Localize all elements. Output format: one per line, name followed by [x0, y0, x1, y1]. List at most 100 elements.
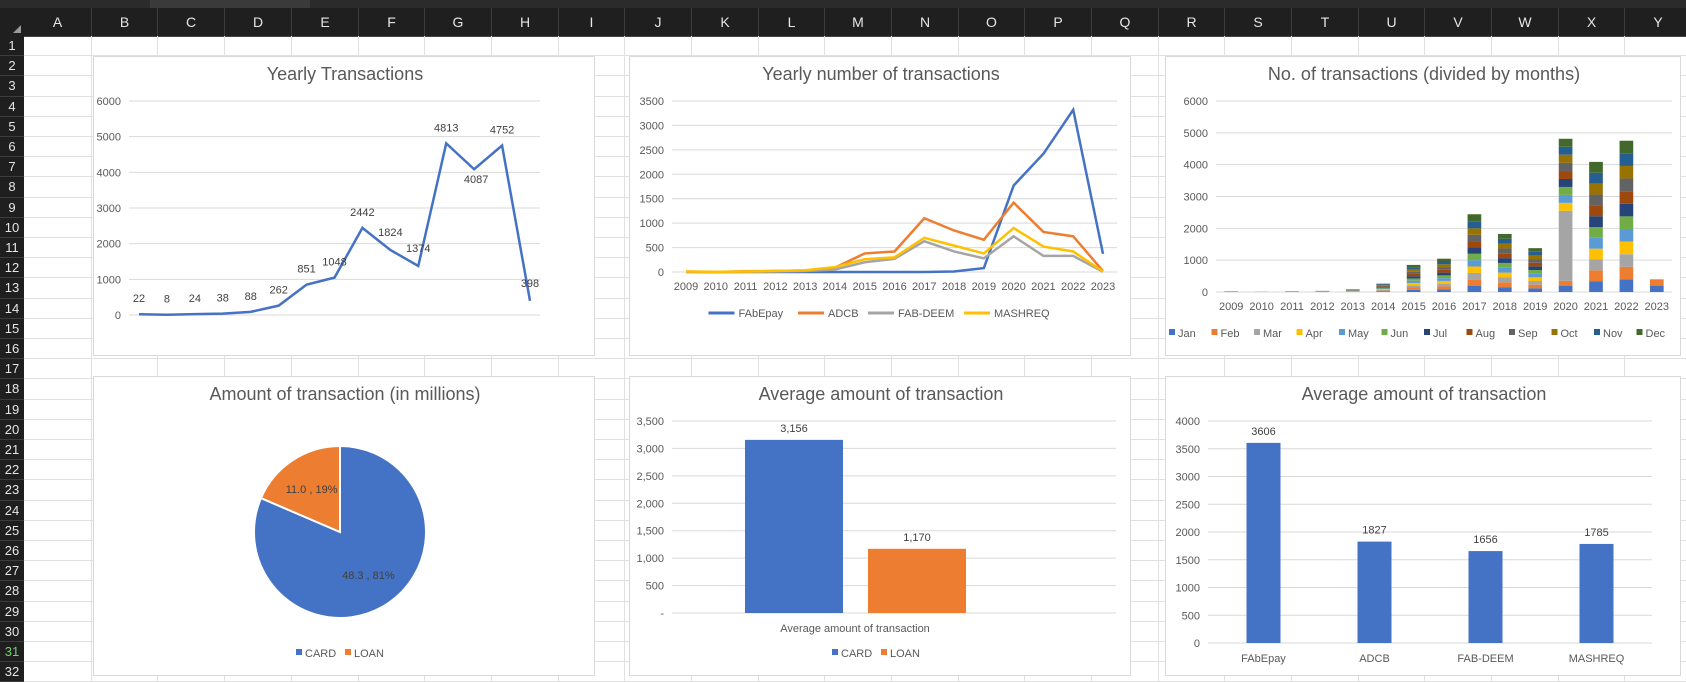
x-tick-label: 2019 [1523, 301, 1547, 313]
column-header-s[interactable]: S [1225, 8, 1292, 36]
chart-yearly-transactions[interactable]: Yearly Transactions 0 1000 2000 3000 4000 5000… [93, 56, 595, 356]
bar-segment-mar-2015 [1406, 285, 1421, 288]
bar-segment-may-2022 [1619, 228, 1634, 242]
x-tick-label: 2014 [823, 281, 847, 293]
row-header-13[interactable]: 13 [0, 278, 24, 299]
row-header-5[interactable]: 5 [0, 117, 24, 137]
bar-segment-jul-2021 [1589, 216, 1603, 228]
column-header-r[interactable]: R [1159, 8, 1225, 36]
series-line-yearly-transactions [138, 140, 532, 316]
row-header-10[interactable]: 10 [0, 218, 24, 238]
legend-swatch-aug [1466, 329, 1473, 335]
bar-segment-apr-2022 [1619, 241, 1634, 255]
chart-title: Yearly Transactions [267, 64, 423, 84]
chart-yearly-number-of-transactions[interactable]: Yearly number of transactions 0 500 1000 150… [629, 56, 1131, 356]
column-header-bar [0, 8, 1686, 37]
formula-bar-area [150, 0, 310, 8]
column-header-q[interactable]: Q [1092, 8, 1159, 36]
bar-segment-jan-2022 [1619, 279, 1634, 292]
y-tick-label: 5000 [97, 132, 121, 144]
row-header-8[interactable]: 8 [0, 177, 24, 198]
column-header-x[interactable]: X [1559, 8, 1625, 36]
x-tick-label: 2022 [1614, 301, 1638, 313]
column-header-a[interactable]: A [24, 8, 92, 36]
row-header-6[interactable]: 6 [0, 137, 24, 158]
column-header-b[interactable]: B [92, 8, 158, 36]
row-header-26[interactable]: 26 [0, 541, 24, 562]
legend-swatch-nov [1594, 329, 1600, 335]
column-header-p[interactable]: P [1025, 8, 1092, 36]
column-header-m[interactable]: M [825, 8, 892, 36]
row-header-24[interactable]: 24 [0, 501, 24, 521]
row-header-18[interactable]: 18 [0, 379, 24, 400]
data-label: 1656 [1473, 534, 1497, 546]
row-header-1[interactable]: 1 [0, 36, 24, 57]
row-header-9[interactable]: 9 [0, 198, 24, 218]
row-header-14[interactable]: 14 [0, 299, 24, 319]
column-header-v[interactable]: V [1425, 8, 1492, 36]
row-header-31[interactable]: 31 [0, 642, 24, 663]
column-header-n[interactable]: N [892, 8, 959, 36]
column-header-j[interactable]: J [625, 8, 692, 36]
column-header-t[interactable]: T [1292, 8, 1359, 36]
row-header-21[interactable]: 21 [0, 440, 24, 461]
column-header-o[interactable]: O [959, 8, 1025, 36]
row-header-29[interactable]: 29 [0, 602, 24, 622]
chart-average-amount-by-bank[interactable]: Average amount of transaction 0 500 1000 150… [1165, 376, 1681, 676]
row-header-12[interactable]: 12 [0, 258, 24, 279]
column-header-d[interactable]: D [225, 8, 292, 36]
chart-title: Yearly number of transactions [762, 64, 999, 84]
row-header-16[interactable]: 16 [0, 339, 24, 360]
column-header-l[interactable]: L [759, 8, 825, 36]
bar-segment-jan-2015 [1406, 289, 1421, 292]
row-header-23[interactable]: 23 [0, 480, 24, 501]
select-all-corner[interactable] [0, 8, 24, 36]
row-header-11[interactable]: 11 [0, 238, 24, 259]
chart-transactions-by-months[interactable]: No. of transactions (divided by months) 0… [1165, 56, 1681, 356]
chart-average-amount-card-loan[interactable]: Average amount of transaction - 500 1,000 1,… [629, 376, 1131, 676]
row-header-32[interactable]: 32 [0, 662, 24, 682]
row-header-25[interactable]: 25 [0, 521, 24, 541]
x-tick-label: 2017 [1462, 301, 1486, 313]
chart-amount-of-transaction[interactable]: Amount of transaction (in millions) 48.3 … [93, 376, 595, 676]
column-header-c[interactable]: C [158, 8, 225, 36]
column-header-h[interactable]: H [492, 8, 559, 36]
row-header-20[interactable]: 20 [0, 420, 24, 440]
x-tick-label: 2021 [1031, 281, 1055, 293]
bar-segment-jan-2018 [1497, 287, 1512, 292]
y-tick-label: 3000 [640, 120, 664, 132]
row-header-30[interactable]: 30 [0, 622, 24, 642]
bar-segment-dec-2015 [1406, 264, 1421, 268]
row-header-3[interactable]: 3 [0, 76, 24, 97]
legend-swatch-mar [1254, 329, 1260, 335]
row-header-28[interactable]: 28 [0, 581, 24, 602]
row-header-17[interactable]: 17 [0, 359, 24, 380]
column-header-g[interactable]: G [425, 8, 492, 36]
column-header-i[interactable]: I [559, 8, 625, 36]
gridline-horizontal [24, 55, 1686, 57]
row-header-27[interactable]: 27 [0, 561, 24, 582]
row-header-7[interactable]: 7 [0, 157, 24, 178]
bar-segment-sep-2020 [1558, 162, 1573, 172]
legend-label-apr: Apr [1306, 328, 1323, 340]
x-tick-label: 2020 [1553, 301, 1577, 313]
column-header-e[interactable]: E [292, 8, 359, 36]
row-header-15[interactable]: 15 [0, 319, 24, 339]
bar-segment-nov-2021 [1589, 172, 1603, 184]
row-header-19[interactable]: 19 [0, 400, 24, 420]
column-header-u[interactable]: U [1359, 8, 1425, 36]
bar-segment-jun-2020 [1558, 186, 1573, 195]
row-header-4[interactable]: 4 [0, 97, 24, 117]
row-header-2[interactable]: 2 [0, 56, 24, 77]
bar-segment-sep-2021 [1589, 194, 1603, 206]
column-header-k[interactable]: K [692, 8, 759, 36]
row-header-22[interactable]: 22 [0, 460, 24, 481]
bar-segment-oct-2015 [1406, 269, 1421, 272]
column-header-y[interactable]: Y [1625, 8, 1686, 36]
column-header-f[interactable]: F [359, 8, 425, 36]
bar-segment-feb-2018 [1497, 282, 1512, 288]
bar-segment-dec-2017 [1467, 214, 1482, 222]
bar-segment-oct-2022 [1619, 165, 1634, 179]
chart-title: Amount of transaction (in millions) [209, 384, 480, 404]
column-header-w[interactable]: W [1492, 8, 1559, 36]
